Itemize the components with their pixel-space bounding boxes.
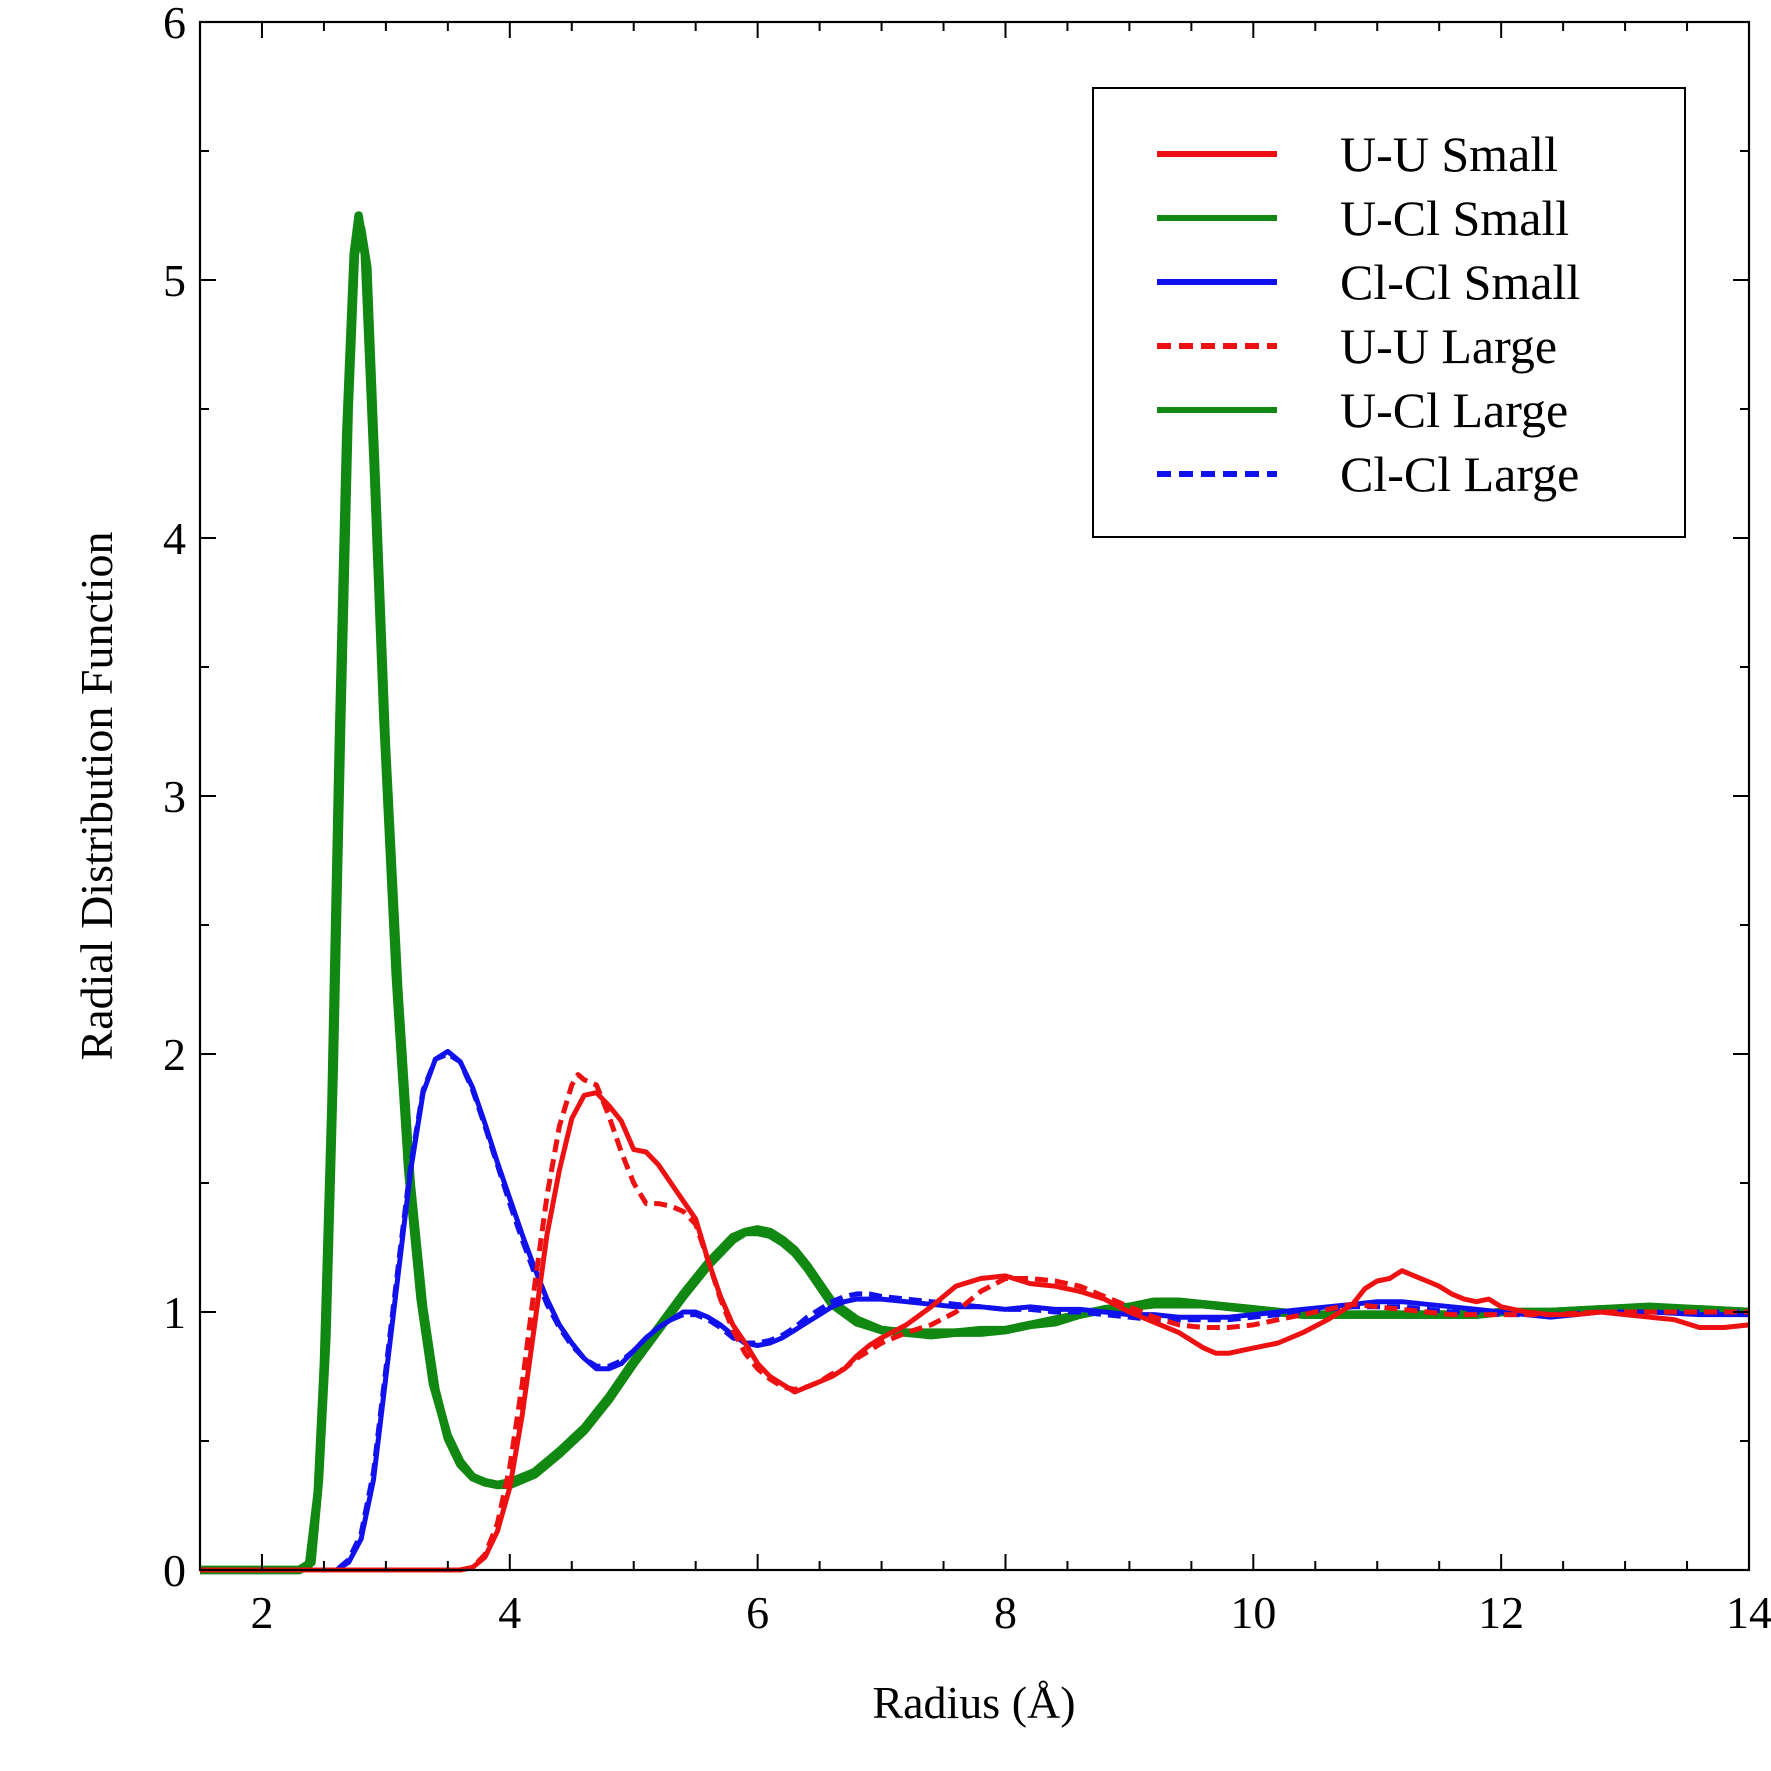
y-tick-label: 1 [163, 1287, 186, 1338]
x-tick-label: 6 [746, 1587, 769, 1638]
y-tick-label: 4 [163, 513, 186, 564]
x-tick-label: 8 [994, 1587, 1017, 1638]
legend-box [1092, 87, 1686, 538]
y-axis-title: Radial Distribution Function [71, 532, 122, 1061]
y-tick-label: 2 [163, 1029, 186, 1080]
x-tick-label: 2 [250, 1587, 273, 1638]
x-axis-title: Radius (Å) [872, 1677, 1075, 1728]
series-line-u-u-large [200, 1072, 1749, 1573]
x-tick-label: 12 [1478, 1587, 1524, 1638]
y-tick-label: 6 [163, 0, 186, 48]
legend-label: U-U Large [1340, 318, 1557, 374]
x-tick-label: 4 [498, 1587, 521, 1638]
legend-label: U-Cl Small [1340, 190, 1569, 246]
legend-label: Cl-Cl Small [1340, 254, 1580, 310]
legend-label: U-Cl Large [1340, 382, 1568, 438]
legend-label: Cl-Cl Large [1340, 446, 1579, 502]
y-tick-label: 5 [163, 255, 186, 306]
legend: U-U Small U-Cl Small Cl-Cl Small U-U Large U… [1092, 87, 1686, 538]
series-line-u-u-small [200, 1090, 1750, 1573]
y-tick-label: 0 [163, 1545, 186, 1596]
legend-label: U-U Small [1340, 126, 1558, 182]
y-tick-label: 3 [163, 771, 186, 822]
x-tick-label: 10 [1230, 1587, 1276, 1638]
x-tick-label: 14 [1726, 1587, 1771, 1638]
series-layer [200, 211, 1750, 1575]
legend-entries: U-U Small U-Cl Small Cl-Cl Small U-U Large U… [1157, 126, 1580, 502]
